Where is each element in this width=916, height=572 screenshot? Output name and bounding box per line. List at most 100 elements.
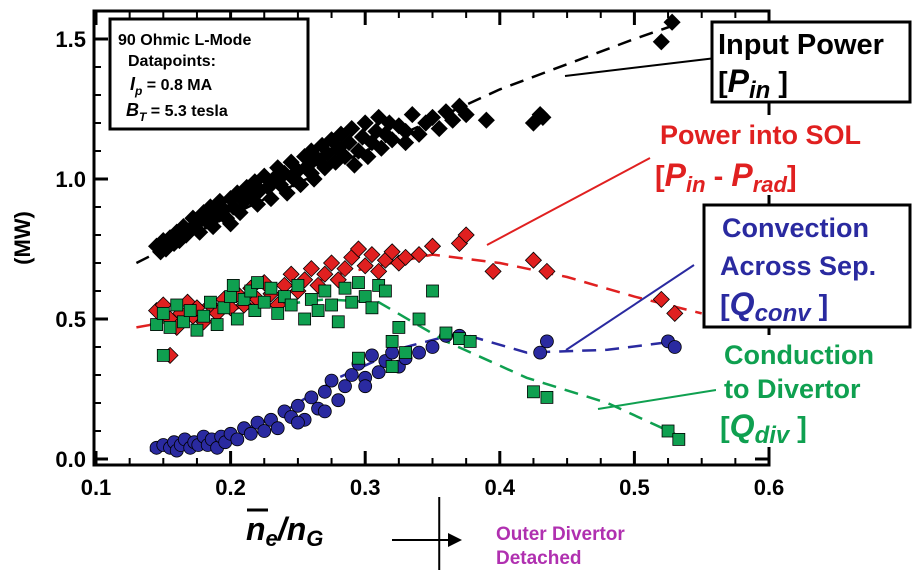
data-point-div bbox=[365, 301, 379, 315]
label-sol-leader bbox=[486, 157, 651, 246]
detached-arrow-head bbox=[448, 533, 462, 547]
data-point-input bbox=[372, 139, 390, 157]
x-axis-label: ne/nG bbox=[246, 508, 323, 551]
data-point-div bbox=[210, 318, 224, 332]
y-tick-label: 1.5 bbox=[55, 27, 86, 52]
data-point-input bbox=[423, 108, 442, 126]
data-point-div bbox=[527, 385, 540, 399]
data-point-div bbox=[661, 424, 675, 438]
label-input-power: Input Power [Pin ] bbox=[564, 20, 912, 104]
data-point-input bbox=[444, 111, 462, 129]
data-point-conv bbox=[412, 345, 426, 360]
label-conduction-leader bbox=[597, 389, 717, 410]
data-point-sol bbox=[423, 237, 442, 255]
data-point-input bbox=[262, 190, 280, 208]
data-point-div bbox=[352, 351, 365, 365]
data-point-input bbox=[222, 215, 240, 233]
label-convection-line3: [Qconv ] bbox=[720, 286, 828, 327]
data-point-div bbox=[150, 318, 163, 332]
label-conduction-line1: Conduction bbox=[724, 340, 874, 370]
x-label-sub-e: e bbox=[266, 526, 278, 551]
x-label-sub-g: G bbox=[306, 526, 323, 551]
data-point-conv bbox=[270, 421, 285, 436]
data-point-sol bbox=[652, 290, 670, 308]
data-point-conv bbox=[358, 379, 373, 394]
data-point-conv bbox=[338, 379, 352, 394]
data-point-conv bbox=[365, 348, 379, 363]
data-point-div bbox=[264, 281, 278, 295]
data-point-div bbox=[226, 278, 240, 292]
data-point-div bbox=[392, 320, 406, 334]
x-label-div: /n bbox=[276, 511, 306, 547]
detached-line2: Detached bbox=[496, 548, 582, 569]
data-point-sol bbox=[457, 226, 475, 244]
data-point-div bbox=[385, 360, 399, 374]
data-point-input bbox=[477, 111, 495, 129]
data-point-conv bbox=[371, 365, 386, 380]
data-point-div bbox=[217, 301, 231, 315]
data-point-div bbox=[156, 306, 170, 320]
data-point-input bbox=[410, 125, 428, 143]
data-point-input bbox=[383, 131, 401, 149]
series-points-layer bbox=[148, 13, 686, 458]
data-point-sol bbox=[538, 262, 556, 280]
data-point-div bbox=[291, 278, 305, 292]
data-point-conv bbox=[385, 345, 400, 360]
x-label-n: n bbox=[246, 511, 266, 547]
label-convection-leader bbox=[565, 264, 695, 351]
data-point-div bbox=[284, 298, 298, 312]
data-point-div bbox=[248, 304, 262, 318]
label-convection-line1: Convection bbox=[722, 213, 869, 243]
data-point-div bbox=[453, 332, 466, 346]
data-point-sol bbox=[484, 262, 502, 280]
info-box-line1: 90 Ohmic L-Mode bbox=[118, 32, 251, 49]
info-box-bt: BT = 5.3 tesla bbox=[126, 100, 228, 124]
label-convection: Convection Across Sep. [Qconv ] bbox=[565, 203, 912, 351]
data-point-div bbox=[338, 281, 352, 295]
label-input-power-line2: [Pin ] bbox=[718, 63, 788, 104]
data-point-sol bbox=[410, 246, 428, 264]
y-tick-label: 1.0 bbox=[55, 167, 86, 192]
data-point-div bbox=[412, 312, 426, 326]
x-tick-label: 0.2 bbox=[215, 475, 246, 500]
data-point-input bbox=[652, 33, 670, 51]
x-tick-label: 0.6 bbox=[754, 475, 785, 500]
data-point-input bbox=[336, 148, 354, 166]
data-point-conv bbox=[290, 415, 305, 430]
data-point-div bbox=[358, 290, 372, 304]
data-point-sol bbox=[282, 265, 300, 283]
data-point-input bbox=[302, 164, 320, 182]
x-tick-label: 0.3 bbox=[350, 475, 381, 500]
data-point-div bbox=[463, 334, 477, 348]
data-point-input bbox=[457, 106, 475, 124]
data-point-div bbox=[672, 432, 686, 446]
label-convection-line2: Across Sep. bbox=[720, 251, 876, 281]
y-tick-label: 0.0 bbox=[55, 447, 86, 472]
data-point-div bbox=[352, 276, 365, 290]
data-point-div bbox=[325, 298, 338, 312]
data-point-sol bbox=[322, 254, 341, 272]
y-axis-label: (MW) bbox=[10, 211, 35, 265]
data-point-div bbox=[170, 298, 184, 312]
data-point-conv bbox=[317, 384, 332, 399]
data-point-conv bbox=[317, 404, 332, 419]
svg-text:ne/nG: ne/nG bbox=[246, 511, 323, 551]
data-point-div bbox=[177, 315, 190, 329]
data-point-sol bbox=[383, 243, 401, 261]
x-tick-label: 0.4 bbox=[485, 475, 516, 500]
data-point-div bbox=[251, 276, 264, 290]
data-point-input bbox=[663, 13, 681, 31]
data-point-conv bbox=[540, 334, 554, 349]
data-point-sol bbox=[356, 257, 374, 275]
label-input-power-leader bbox=[564, 57, 717, 77]
data-point-input bbox=[356, 114, 374, 132]
data-point-sol bbox=[349, 240, 368, 258]
data-point-input bbox=[248, 195, 267, 213]
data-point-conv bbox=[344, 368, 359, 382]
label-conduction-line3: [Qdiv ] bbox=[720, 408, 807, 449]
data-point-sol bbox=[336, 260, 354, 278]
data-point-div bbox=[540, 390, 554, 404]
data-point-div bbox=[271, 306, 285, 320]
data-point-div bbox=[439, 326, 453, 340]
